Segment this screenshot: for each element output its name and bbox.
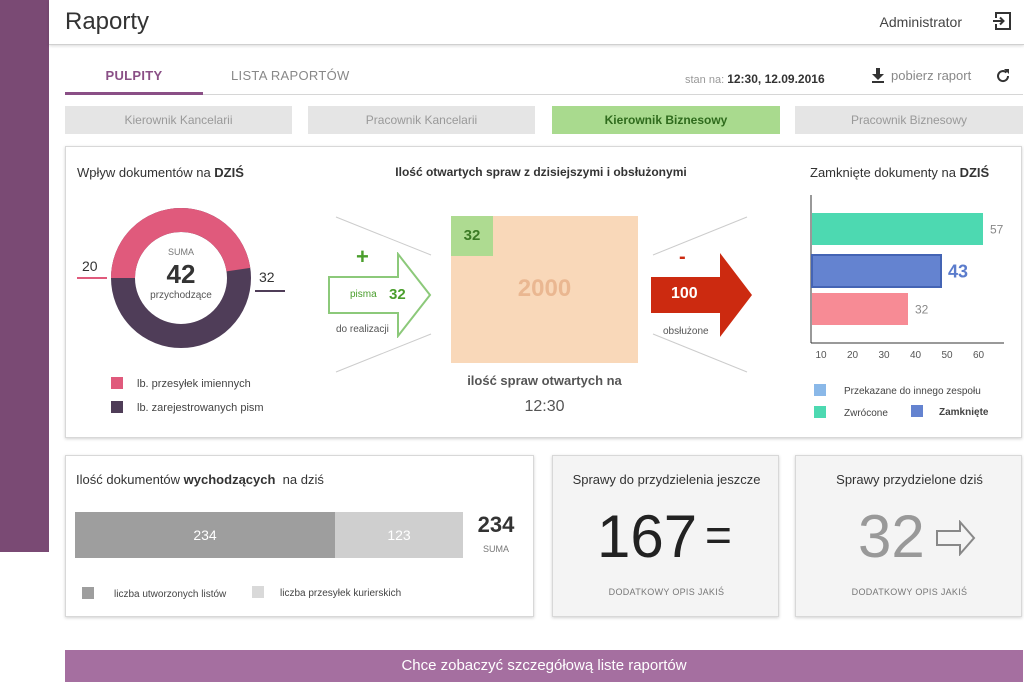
refresh-icon[interactable] — [995, 68, 1011, 89]
minus-sign: - — [679, 246, 686, 268]
inflow-title: Wpływ dokumentów na DZIŚ — [77, 165, 244, 180]
donut-left-value: 20 — [82, 258, 98, 274]
header: Raporty Administrator — [49, 0, 1024, 45]
outgoing-legend-2: liczba przesyłek kurierskich — [252, 586, 401, 599]
donut-total: 42 — [166, 259, 196, 289]
donut-right-underline — [255, 290, 285, 292]
closed-bar-label-2: 43 — [948, 261, 968, 281]
donut-suma-label: SUMA — [167, 247, 194, 257]
closed-bar-label-1: 57 — [990, 222, 1004, 236]
to-assign-desc: DODATKOWY OPIS JAKIŚ — [608, 587, 725, 597]
new-cases-value: 32 — [451, 216, 493, 256]
to-assign-title: Sprawy do przydzielenia jeszcze — [572, 472, 761, 487]
equals-icon: = — [705, 509, 732, 561]
outgoing-title: Ilość dokumentów wychodzących na dziś — [76, 472, 324, 487]
closed-legend-1: Przekazane do innego zespołu — [814, 384, 981, 397]
plus-sign: + — [356, 244, 369, 269]
closed-title: Zamknięte dokumenty na DZIŚ — [810, 165, 990, 180]
assigned-desc: DODATKOWY OPIS JAKIŚ — [851, 587, 968, 597]
assigned-card: Sprawy przydzielone dziś 32 DODATKOWY OP… — [795, 455, 1022, 617]
donut-pink-segment — [111, 208, 251, 348]
to-assign-value: 167 — [597, 503, 698, 570]
page-title: Raporty — [65, 8, 150, 35]
closed-legend-3: Zamknięte — [911, 405, 988, 418]
to-assign-card: Sprawy do przydzielenia jeszcze 167 = DO… — [552, 455, 779, 617]
x-tick-label: 40 — [910, 350, 922, 361]
logout-icon[interactable] — [992, 10, 1016, 34]
incoming-arrow-icon — [328, 252, 432, 338]
user-name[interactable]: Administrator — [879, 14, 962, 30]
open-cases-total: 2000 — [517, 275, 572, 302]
x-tick-label: 30 — [878, 350, 890, 361]
open-cases-lines — [335, 216, 748, 373]
inflow-legend-1: lb. przesyłek imiennych — [111, 377, 251, 390]
x-tick-label: 50 — [941, 350, 953, 361]
donut-left-underline — [77, 277, 107, 279]
open-cases-caption: ilość spraw otwartych na — [467, 373, 622, 388]
donut-total-sub: przychodzące — [150, 290, 212, 301]
status-timestamp: stan na: 12:30, 12.09.2016 — [685, 72, 825, 86]
closed-bar-3 — [812, 293, 908, 325]
show-report-list-button[interactable]: Chce zobaczyć szczegółową liste raportów — [65, 650, 1023, 682]
served-value: 100 — [671, 285, 698, 302]
inflow-donut — [111, 208, 251, 348]
open-cases-time: 12:30 — [524, 398, 565, 415]
x-tick-label: 10 — [815, 350, 827, 361]
download-icon — [872, 68, 884, 83]
outgoing-bar-letters: 234 — [75, 512, 335, 558]
tab-pulpity[interactable]: PULPITY — [65, 68, 203, 95]
closed-bar-2 — [811, 254, 942, 288]
closed-legend-2: Zwrócone — [814, 406, 888, 419]
role-pracownik-kancelarii[interactable]: Pracownik Kancelarii — [308, 106, 535, 134]
assigned-title: Sprawy przydzielone dziś — [836, 472, 983, 487]
open-cases-title: Ilość otwartych spraw z dzisiejszymi i o… — [395, 165, 687, 179]
role-pracownik-biznesowy[interactable]: Pracownik Biznesowy — [795, 106, 1023, 134]
closed-bar-label-3: 32 — [915, 302, 929, 316]
tab-bar: PULPITY LISTA RAPORTÓW stan na: 12:30, 1… — [65, 58, 1023, 95]
sidebar — [0, 0, 49, 552]
inflow-legend-2: lb. zarejestrowanych pism — [111, 401, 264, 414]
outgoing-sum-label: SUMA — [482, 544, 509, 554]
tab-lista-raportow[interactable]: LISTA RAPORTÓW — [231, 68, 350, 83]
outgoing-bar-courier: 123 — [335, 512, 463, 558]
outgoing-card: Ilość dokumentów wychodzących na dziś 23… — [65, 455, 534, 617]
assigned-value: 32 — [858, 503, 925, 570]
outgoing-arrow-icon — [651, 253, 752, 337]
donut-right-value: 32 — [259, 269, 275, 285]
do-realizacji-label: do realizacji — [336, 324, 389, 335]
pisma-label: pisma — [350, 289, 377, 300]
pisma-value: 32 — [389, 286, 406, 303]
arrow-right-icon — [936, 520, 976, 556]
download-report-button[interactable]: pobierz raport — [871, 68, 971, 83]
role-kierownik-biznesowy[interactable]: Kierownik Biznesowy — [552, 106, 780, 134]
x-tick-label: 60 — [973, 350, 985, 361]
role-kierownik-kancelarii[interactable]: Kierownik Kancelarii — [65, 106, 292, 134]
served-label: obsłużone — [663, 326, 709, 337]
closed-bar-1 — [812, 213, 983, 245]
outgoing-sum: 234 — [477, 512, 515, 537]
closed-bar-chart: 57 43 32 10 20 30 40 50 60 — [810, 195, 1004, 361]
outgoing-legend-1: liczba utworzonych listów — [82, 587, 226, 600]
x-tick-label: 20 — [847, 350, 859, 361]
summary-card: Wpływ dokumentów na DZIŚ SUMA 42 przycho… — [65, 146, 1022, 438]
